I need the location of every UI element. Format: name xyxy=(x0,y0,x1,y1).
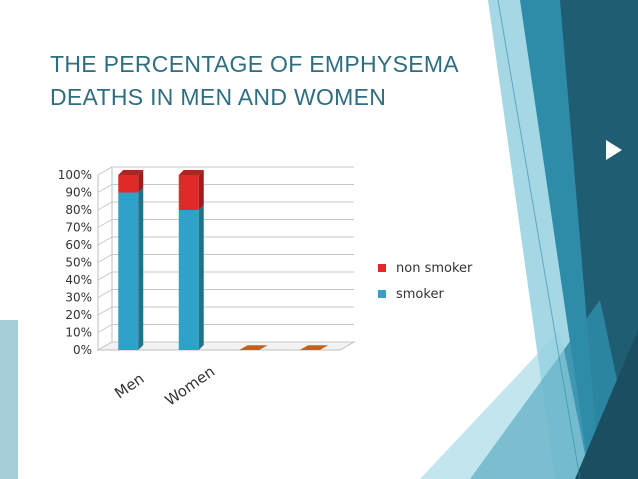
x-category-label: Women xyxy=(162,362,219,409)
gridline xyxy=(97,184,354,193)
legend-swatch xyxy=(378,264,386,272)
gridline xyxy=(97,324,354,333)
gridline xyxy=(97,219,354,228)
y-tick-label: 30% xyxy=(65,291,92,305)
bar-segment xyxy=(118,175,139,193)
bar-top xyxy=(178,170,204,175)
y-tick-label: 50% xyxy=(65,256,92,270)
bar-segment xyxy=(178,175,199,210)
bar-segment xyxy=(118,192,139,350)
y-tick-label: 80% xyxy=(65,203,92,217)
gridline xyxy=(97,166,354,176)
decor-dark-wedge xyxy=(560,0,638,479)
bar-empty xyxy=(299,345,329,350)
y-tick-label: 40% xyxy=(65,273,92,287)
y-tick-label: 100% xyxy=(58,168,92,182)
slide-title-line-1: THE PERCENTAGE OF EMPHYSEMA xyxy=(50,51,459,77)
legend-swatch xyxy=(378,290,386,298)
decor-small-arrow xyxy=(606,140,622,160)
gridline xyxy=(97,236,354,246)
bar-segment-side xyxy=(198,170,204,210)
bar-segment xyxy=(178,210,199,350)
bar-segment-side xyxy=(198,205,204,350)
gridline xyxy=(97,201,354,211)
y-tick-label: 10% xyxy=(65,326,92,340)
legend-label: smoker xyxy=(396,287,444,302)
y-tick-label: 0% xyxy=(73,343,92,357)
decor-left-strip xyxy=(0,320,18,479)
bar-empty xyxy=(239,345,268,350)
y-tick-label: 20% xyxy=(65,308,92,322)
x-category-label: Men xyxy=(111,369,147,402)
gridline xyxy=(97,306,354,316)
gridline xyxy=(97,271,354,281)
gridline xyxy=(97,341,354,351)
gridline xyxy=(97,254,354,263)
y-tick-label: 90% xyxy=(65,186,92,200)
decor-thin-line xyxy=(497,0,581,479)
y-tick-label: 60% xyxy=(65,238,92,252)
slide-title-line-2: DEATHS IN MEN AND WOMEN xyxy=(50,84,387,110)
decor-bottom-light-triangle xyxy=(420,330,590,479)
bar-top xyxy=(118,170,144,175)
y-tick-label: 70% xyxy=(65,221,92,235)
bar-segment-side xyxy=(138,170,144,193)
bar-segment-side xyxy=(138,187,144,350)
decor-dark-triangle xyxy=(575,330,638,479)
slide-title: THE PERCENTAGE OF EMPHYSEMA DEATHS IN ME… xyxy=(50,48,490,114)
gridline xyxy=(97,289,354,298)
legend-label: non smoker xyxy=(396,261,473,276)
